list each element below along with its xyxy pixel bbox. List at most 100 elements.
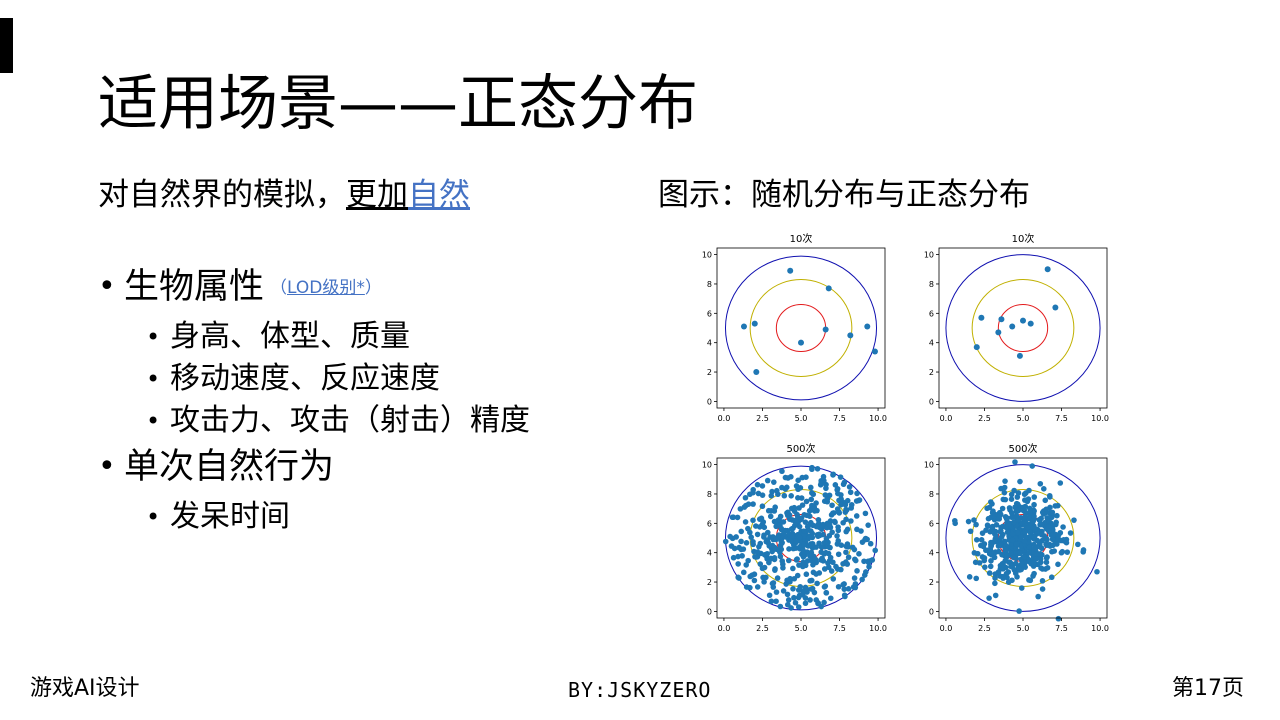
data-point bbox=[748, 534, 755, 540]
data-point bbox=[791, 504, 798, 511]
data-point bbox=[789, 533, 795, 540]
data-point bbox=[803, 474, 809, 481]
data-point bbox=[745, 557, 751, 564]
data-point bbox=[829, 502, 835, 509]
data-point bbox=[813, 500, 819, 506]
data-point bbox=[999, 564, 1005, 571]
data-point bbox=[838, 542, 845, 548]
data-point bbox=[1044, 266, 1051, 273]
lead-link[interactable]: 自然 bbox=[408, 177, 470, 213]
data-point bbox=[1029, 518, 1036, 525]
data-point bbox=[967, 528, 974, 535]
data-point bbox=[832, 482, 839, 488]
data-point bbox=[809, 490, 815, 496]
data-point bbox=[992, 592, 999, 599]
data-point bbox=[1042, 497, 1049, 504]
lod-link[interactable]: LOD级别* bbox=[287, 278, 365, 298]
data-point bbox=[1047, 494, 1053, 500]
data-point bbox=[867, 558, 873, 564]
data-point bbox=[1064, 549, 1071, 555]
data-point bbox=[727, 533, 733, 540]
data-point bbox=[820, 558, 827, 564]
x-tick-label: 10.0 bbox=[1091, 624, 1109, 633]
data-point bbox=[829, 529, 835, 536]
data-point bbox=[1026, 550, 1032, 556]
data-point bbox=[1035, 593, 1041, 600]
distance-ring bbox=[724, 255, 878, 401]
data-point bbox=[845, 586, 852, 592]
data-point bbox=[827, 518, 834, 524]
data-point bbox=[999, 531, 1006, 538]
distance-ring bbox=[945, 464, 1101, 612]
y-tick-label: 8 bbox=[929, 490, 934, 499]
data-point bbox=[992, 575, 998, 581]
y-tick-label: 8 bbox=[929, 280, 934, 289]
data-point bbox=[848, 505, 855, 511]
data-point bbox=[1040, 511, 1047, 517]
distance-ring bbox=[945, 254, 1101, 402]
data-point bbox=[1050, 542, 1056, 549]
sub-bullet: 身高、体型、质量 bbox=[98, 316, 530, 358]
data-point bbox=[1052, 304, 1059, 311]
data-point bbox=[986, 504, 993, 511]
data-point bbox=[743, 502, 749, 509]
y-tick-label: 10 bbox=[924, 251, 934, 260]
data-point bbox=[854, 568, 860, 574]
data-point bbox=[1000, 573, 1006, 580]
data-point bbox=[795, 495, 801, 501]
data-point bbox=[832, 519, 838, 526]
data-point bbox=[1094, 568, 1100, 575]
data-point bbox=[1015, 490, 1022, 496]
data-point bbox=[866, 563, 872, 570]
data-point bbox=[1008, 510, 1015, 516]
y-tick-label: 0 bbox=[707, 607, 712, 616]
data-point bbox=[773, 598, 779, 605]
data-point bbox=[1001, 489, 1008, 496]
slide-title: 适用场景——正态分布 bbox=[98, 69, 698, 139]
data-point bbox=[843, 506, 849, 513]
data-point bbox=[809, 506, 816, 513]
data-point bbox=[1080, 547, 1087, 553]
data-point bbox=[835, 551, 842, 558]
y-tick-label: 2 bbox=[707, 368, 712, 377]
data-point bbox=[862, 510, 869, 517]
data-point bbox=[843, 516, 849, 523]
data-point bbox=[1031, 501, 1037, 508]
data-point bbox=[780, 531, 787, 537]
data-point bbox=[826, 522, 833, 528]
data-point bbox=[995, 329, 1002, 336]
bullet-list: 生物属性（LOD级别*） 身高、体型、质量 移动速度、反应速度 攻击力、攻击（射… bbox=[98, 262, 530, 538]
data-point bbox=[737, 506, 744, 512]
data-point bbox=[974, 550, 981, 557]
data-point bbox=[1004, 529, 1011, 535]
x-tick-label: 5.0 bbox=[1017, 624, 1030, 633]
x-tick-label: 10.0 bbox=[869, 414, 887, 423]
data-point bbox=[815, 533, 821, 539]
data-point bbox=[852, 557, 859, 564]
data-point bbox=[775, 491, 781, 498]
data-point bbox=[795, 604, 802, 610]
data-point bbox=[986, 570, 993, 576]
data-point bbox=[1026, 539, 1032, 546]
data-point bbox=[1031, 513, 1037, 520]
data-point bbox=[784, 601, 791, 608]
data-point bbox=[813, 571, 819, 577]
data-point bbox=[749, 572, 755, 578]
data-point bbox=[755, 490, 762, 497]
data-point bbox=[1015, 507, 1022, 514]
data-point bbox=[1045, 524, 1052, 531]
data-point bbox=[788, 492, 794, 499]
data-point bbox=[786, 546, 792, 552]
data-point bbox=[1012, 554, 1019, 561]
data-point bbox=[827, 554, 834, 561]
data-point bbox=[982, 564, 988, 570]
data-point bbox=[792, 522, 798, 529]
data-point bbox=[1063, 539, 1070, 546]
data-point bbox=[1008, 560, 1014, 567]
data-point bbox=[766, 592, 773, 599]
data-point bbox=[988, 542, 995, 549]
data-point bbox=[796, 505, 802, 511]
data-point bbox=[788, 474, 794, 480]
data-point bbox=[990, 508, 996, 514]
data-point bbox=[812, 556, 819, 563]
